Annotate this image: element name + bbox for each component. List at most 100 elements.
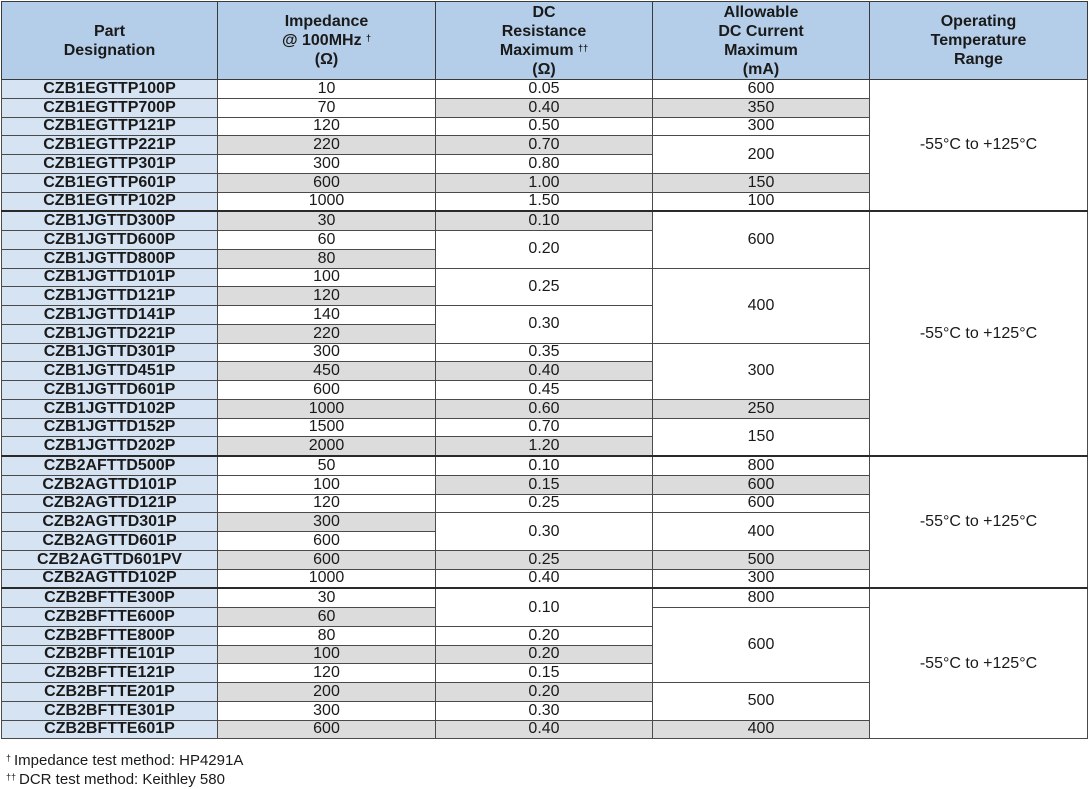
- dcr-cell: 0.40: [435, 361, 653, 381]
- impedance-cell: 600: [217, 380, 436, 400]
- part-cell: CZB2AGTTD601PV: [1, 549, 218, 570]
- impedance-cell: 600: [217, 172, 436, 193]
- part-cell: CZB2BFTTE301P: [1, 700, 218, 721]
- part-cell: CZB2AGTTD102P: [1, 568, 218, 589]
- table-row: CZB2AFTTD500P 50 0.10 800 -55°C to +125°…: [1, 454, 1088, 589]
- part-cell: CZB2AGTTD121P: [1, 493, 218, 514]
- dagger-mark: †: [366, 33, 372, 43]
- part-cell: CZB1JGTTD102P: [1, 398, 218, 419]
- header-operating-temperature: Operating Temperature Range: [869, 1, 1088, 80]
- dcr-cell: 0.15: [435, 663, 653, 683]
- impedance-cell: 600: [217, 719, 436, 740]
- current-cell: 800: [652, 454, 870, 476]
- part-cell: CZB1JGTTD141P: [1, 305, 218, 325]
- part-cell: CZB1JGTTD152P: [1, 417, 218, 438]
- current-cell: 500: [652, 682, 870, 721]
- current-cell: 800: [652, 587, 870, 609]
- table-row: CZB1JGTTD101P 100 0.25 400: [1, 267, 1088, 344]
- impedance-cell: 450: [217, 361, 436, 381]
- table-row: CZB1JGTTD451P 450 0.40: [1, 361, 1088, 381]
- impedance-cell: 300: [217, 512, 436, 532]
- part-cell: CZB2BFTTE101P: [1, 644, 218, 665]
- part-cell: CZB1JGTTD601P: [1, 380, 218, 400]
- dcr-cell: 0.35: [435, 342, 653, 363]
- table-row: CZB2BFTTE201P 200 0.20 500: [1, 682, 1088, 721]
- dcr-cell: 0.10: [435, 587, 653, 627]
- dcr-cell: 0.05: [435, 79, 653, 99]
- part-cell: CZB1EGTTP700P: [1, 97, 218, 118]
- temp-range-cell: -55°C to +125°C: [869, 587, 1088, 740]
- part-cell: CZB1EGTTP102P: [1, 191, 218, 212]
- dcr-cell: 0.45: [435, 380, 653, 400]
- table-row: CZB1JGTTD102P 1000 0.60 250: [1, 398, 1088, 419]
- dcr-cell: 0.80: [435, 154, 653, 174]
- table-row: CZB2AGTTD301P 300 0.30 400: [1, 512, 1088, 551]
- impedance-cell: 600: [217, 549, 436, 570]
- table-row: CZB2BFTTE600P 60 600: [1, 607, 1088, 683]
- header-part-designation: Part Designation: [1, 1, 218, 80]
- dcr-cell: 1.50: [435, 191, 653, 212]
- impedance-cell: 120: [217, 116, 436, 137]
- part-cell: CZB2BFTTE800P: [1, 625, 218, 646]
- current-cell: 300: [652, 116, 870, 137]
- table-row: CZB2BFTTE101P 100 0.20: [1, 644, 1088, 665]
- impedance-cell: 300: [217, 154, 436, 174]
- current-cell: 150: [652, 417, 870, 457]
- part-cell: CZB2BFTTE601P: [1, 719, 218, 740]
- dcr-cell: 1.20: [435, 436, 653, 457]
- dcr-cell: 0.20: [435, 230, 653, 269]
- part-cell: CZB2BFTTE600P: [1, 607, 218, 627]
- dcr-cell: 0.20: [435, 682, 653, 702]
- impedance-cell: 100: [217, 267, 436, 288]
- dcr-cell: 0.40: [435, 719, 653, 740]
- current-cell: 250: [652, 398, 870, 419]
- current-cell: 600: [652, 79, 870, 99]
- impedance-cell: 60: [217, 230, 436, 250]
- impedance-cell: 80: [217, 625, 436, 646]
- footnotes: † Impedance test method: HP4291A †† DCR te…: [6, 751, 243, 789]
- temp-range-cell: -55°C to +125°C: [869, 210, 1088, 457]
- current-cell: 600: [652, 474, 870, 495]
- impedance-cell: 100: [217, 474, 436, 495]
- dcr-cell: 0.30: [435, 305, 653, 344]
- part-cell: CZB2AGTTD101P: [1, 474, 218, 495]
- dcr-cell: 0.25: [435, 267, 653, 306]
- dcr-cell: 0.30: [435, 700, 653, 721]
- part-cell: CZB1EGTTP221P: [1, 135, 218, 155]
- table-row: CZB1JGTTD601P 600 0.45: [1, 380, 1088, 400]
- impedance-cell: 60: [217, 607, 436, 627]
- header-impedance: Impedance @ 100MHz † (Ω): [217, 1, 436, 80]
- double-dagger-mark: ††: [578, 42, 589, 53]
- table-row: CZB2AGTTD601P 600: [1, 531, 1088, 551]
- current-cell: 400: [652, 719, 870, 740]
- part-cell: CZB1JGTTD301P: [1, 342, 218, 363]
- impedance-cell: 300: [217, 700, 436, 721]
- table-row: CZB1EGTTP100P 10 0.05 600 -55°C to +125°…: [1, 79, 1088, 212]
- dcr-cell: 0.10: [435, 454, 653, 476]
- impedance-cell: 1000: [217, 568, 436, 589]
- part-cell: CZB1JGTTD202P: [1, 436, 218, 457]
- impedance-cell: 30: [217, 210, 436, 232]
- part-cell: CZB1JGTTD101P: [1, 267, 218, 288]
- current-cell: 500: [652, 549, 870, 570]
- impedance-cell: 100: [217, 644, 436, 665]
- current-cell: 300: [652, 568, 870, 589]
- part-cell: CZB2BFTTE300P: [1, 587, 218, 609]
- table-row: CZB2BFTTE301P 300 0.30: [1, 700, 1088, 721]
- impedance-cell: 50: [217, 454, 436, 476]
- dcr-cell: 0.70: [435, 417, 653, 438]
- spec-table-container: Part Designation Impedance @ 100MHz † (Ω…: [1, 1, 1088, 740]
- dcr-cell: 0.60: [435, 398, 653, 419]
- dcr-cell: 0.30: [435, 512, 653, 551]
- table-row: CZB1EGTTP700P 70 0.40 350: [1, 97, 1088, 118]
- table-row: CZB1JGTTD221P 220: [1, 323, 1088, 344]
- table-row: CZB1JGTTD152P 1500 0.70 150: [1, 417, 1088, 457]
- table-header: Part Designation Impedance @ 100MHz † (Ω…: [1, 1, 1088, 80]
- table-row: CZB2BFTTE601P 600 0.40 400: [1, 719, 1088, 740]
- table-row: CZB2BFTTE800P 80 0.20: [1, 625, 1088, 646]
- dcr-cell: 0.40: [435, 568, 653, 589]
- dcr-cell: 1.00: [435, 172, 653, 193]
- part-cell: CZB1EGTTP601P: [1, 172, 218, 193]
- table-row: CZB2AGTTD601PV 600 0.25 500: [1, 549, 1088, 570]
- part-cell: CZB2BFTTE201P: [1, 682, 218, 702]
